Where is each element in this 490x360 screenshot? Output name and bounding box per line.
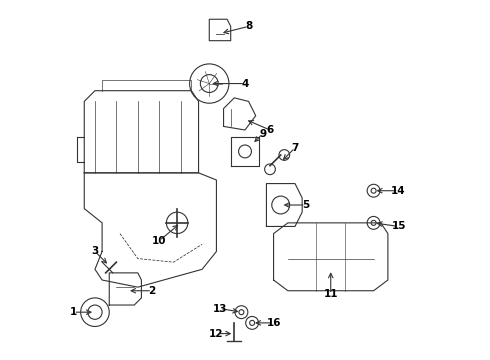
Text: 4: 4 <box>241 78 249 89</box>
Text: 14: 14 <box>392 186 406 196</box>
Text: 7: 7 <box>292 143 299 153</box>
Text: 15: 15 <box>392 221 406 231</box>
Text: 9: 9 <box>259 129 267 139</box>
Text: 8: 8 <box>245 21 252 31</box>
Text: 11: 11 <box>323 289 338 299</box>
Text: 16: 16 <box>267 318 281 328</box>
Text: 5: 5 <box>302 200 309 210</box>
Text: 12: 12 <box>209 329 223 339</box>
Text: 2: 2 <box>148 286 156 296</box>
Text: 3: 3 <box>91 247 98 256</box>
Text: 10: 10 <box>152 236 167 246</box>
Text: 6: 6 <box>267 125 273 135</box>
Text: 1: 1 <box>70 307 77 317</box>
Text: 13: 13 <box>213 303 227 314</box>
